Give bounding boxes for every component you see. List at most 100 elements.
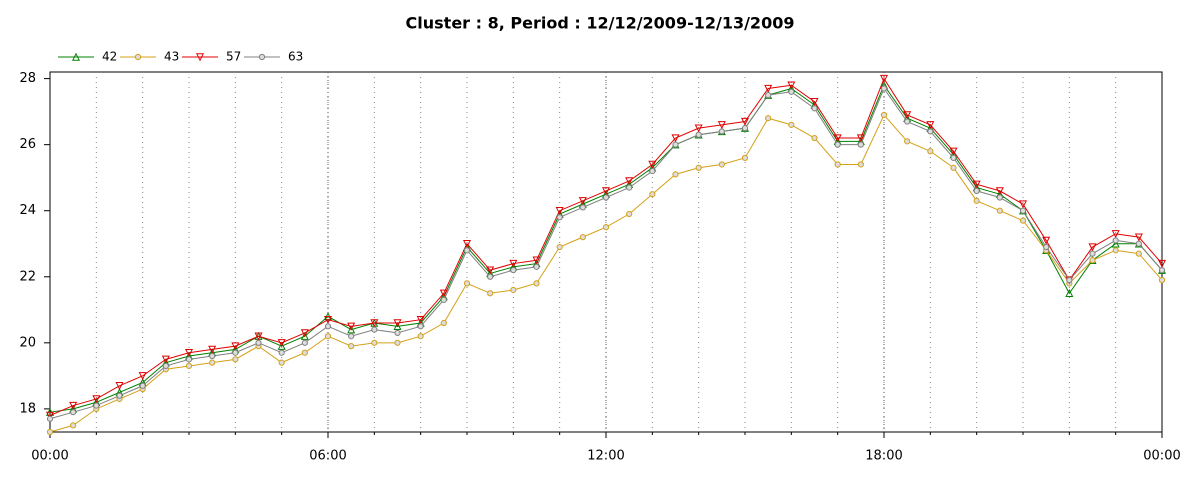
point-marker — [255, 339, 262, 346]
point-marker — [323, 316, 333, 325]
point-marker — [440, 296, 447, 303]
point-marker — [1066, 276, 1073, 284]
point-marker — [301, 349, 308, 356]
point-marker — [393, 321, 402, 331]
point-marker — [277, 341, 286, 350]
point-marker — [417, 333, 424, 340]
point-marker — [740, 117, 750, 126]
point-marker — [115, 382, 124, 391]
point-marker — [463, 280, 471, 287]
legend-marker — [134, 53, 142, 61]
point-marker — [278, 349, 285, 356]
point-marker — [1019, 217, 1027, 224]
point-marker — [487, 273, 494, 280]
point-marker — [811, 134, 818, 142]
point-marker — [1019, 207, 1027, 214]
point-marker — [1043, 243, 1050, 251]
x-tick-label: 12:00 — [587, 449, 624, 464]
point-marker — [394, 339, 401, 346]
point-marker — [347, 322, 356, 331]
point-marker — [348, 343, 355, 350]
point-marker — [209, 352, 216, 360]
legend-label: 42 — [102, 50, 117, 64]
point-marker — [972, 180, 981, 189]
point-marker — [579, 204, 586, 211]
point-marker — [649, 191, 656, 198]
point-marker — [602, 194, 610, 201]
point-marker — [602, 224, 610, 231]
y-tick-label: 28 — [19, 71, 36, 86]
point-marker — [880, 85, 888, 92]
point-marker — [1112, 247, 1119, 254]
point-marker — [556, 243, 563, 251]
point-marker — [787, 81, 796, 90]
y-tick-label: 22 — [19, 269, 36, 284]
point-marker — [579, 234, 586, 241]
point-marker — [1135, 250, 1142, 257]
x-tick-label: 18:00 — [865, 449, 902, 464]
point-marker — [394, 329, 401, 337]
point-marker — [162, 362, 169, 370]
point-marker — [70, 422, 77, 429]
point-marker — [116, 392, 123, 399]
legend-marker — [71, 52, 81, 61]
point-marker — [139, 382, 146, 389]
point-marker — [788, 121, 795, 128]
point-marker — [903, 111, 912, 120]
point-marker — [649, 167, 656, 175]
point-marker — [278, 359, 285, 366]
x-tick-label: 06:00 — [309, 449, 346, 464]
point-marker — [1135, 240, 1142, 247]
point-marker — [439, 289, 448, 298]
point-marker — [626, 210, 633, 218]
point-marker — [857, 141, 864, 148]
point-marker — [277, 339, 286, 348]
series: 63 — [46, 50, 1166, 422]
x-tick-label: 00:00 — [31, 449, 68, 464]
y-tick-label: 26 — [19, 137, 36, 152]
point-marker — [834, 141, 841, 148]
point-marker — [1042, 236, 1051, 245]
point-marker — [1112, 237, 1119, 244]
point-marker — [185, 362, 193, 370]
point-marker — [300, 331, 309, 340]
point-marker — [371, 326, 378, 333]
point-marker — [46, 415, 54, 422]
chart-title: Cluster : 8, Period : 12/12/2009-12/13/2… — [406, 14, 795, 33]
point-marker — [347, 325, 356, 334]
point-marker — [93, 402, 100, 409]
point-marker — [301, 339, 308, 346]
point-marker — [788, 88, 795, 95]
point-marker — [555, 207, 564, 216]
point-marker — [1065, 288, 1074, 297]
point-marker — [671, 134, 680, 143]
point-marker — [717, 121, 726, 130]
y-tick-label: 24 — [19, 203, 36, 218]
point-marker — [765, 115, 772, 122]
point-marker — [300, 329, 309, 338]
point-marker — [996, 194, 1003, 201]
point-marker — [509, 259, 518, 268]
point-marker — [741, 154, 749, 161]
point-marker — [184, 349, 194, 358]
y-tick-label: 18 — [19, 401, 36, 416]
point-marker — [1018, 200, 1028, 209]
point-marker — [185, 356, 193, 363]
point-marker — [718, 128, 725, 135]
point-marker — [417, 323, 424, 330]
point-marker — [834, 161, 841, 168]
point-marker — [324, 323, 332, 330]
point-marker — [741, 125, 749, 132]
point-marker — [1089, 257, 1096, 264]
legend-label: 57 — [226, 50, 241, 64]
legend-label: 43 — [164, 50, 179, 64]
point-marker — [138, 372, 147, 381]
point-marker — [926, 121, 935, 130]
point-marker — [231, 342, 240, 351]
point-marker — [393, 319, 402, 328]
point-marker — [996, 207, 1003, 214]
point-marker — [856, 134, 865, 143]
point-marker — [232, 349, 239, 356]
point-marker — [1088, 243, 1097, 252]
